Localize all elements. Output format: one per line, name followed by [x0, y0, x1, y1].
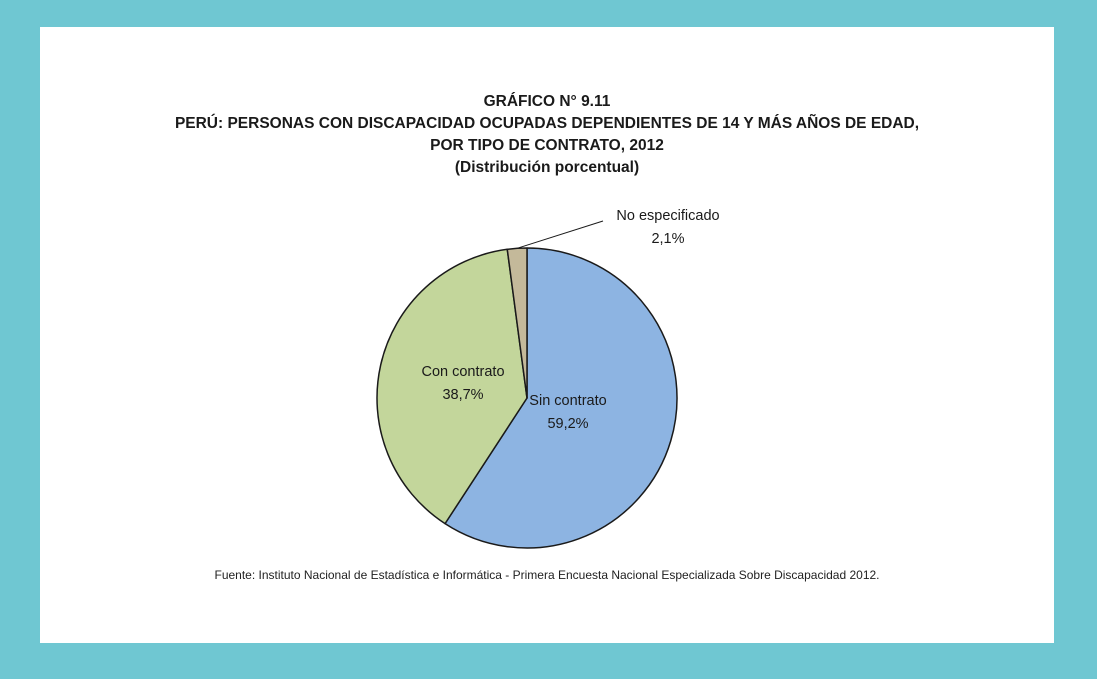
chart-title-continued: POR TIPO DE CONTRATO, 2012 — [430, 137, 664, 154]
pie-chart: Sin contrato 59,2% Con contrato 38,7% No… — [376, 208, 720, 549]
slice-sin-contrato — [444, 247, 678, 549]
value-no-especificado: 2,1% — [651, 231, 684, 247]
source-note: Fuente: Instituto Nacional de Estadístic… — [214, 568, 880, 582]
chart-title: PERÚ: PERSONAS CON DISCAPACIDAD OCUPADAS… — [174, 115, 920, 132]
no-especificado-leader-line — [516, 220, 604, 249]
chart-number: GRÁFICO N° 9.11 — [483, 93, 611, 110]
slice-con-contrato — [376, 248, 528, 525]
label-con-contrato: Con contrato — [421, 364, 504, 380]
value-con-contrato: 38,7% — [442, 387, 483, 403]
chart-subtitle: (Distribución porcentual) — [454, 159, 640, 176]
pie-slices — [376, 247, 678, 549]
chart-title-block: GRÁFICO N° 9.11 PERÚ: PERSONAS CON DISCA… — [40, 91, 1054, 179]
slice-no-especificado — [506, 247, 528, 399]
value-sin-contrato: 59,2% — [547, 416, 588, 432]
label-sin-contrato: Sin contrato — [529, 393, 606, 409]
chart-card: GRÁFICO N° 9.11 PERÚ: PERSONAS CON DISCA… — [40, 27, 1054, 643]
label-no-especificado: No especificado — [616, 208, 719, 224]
